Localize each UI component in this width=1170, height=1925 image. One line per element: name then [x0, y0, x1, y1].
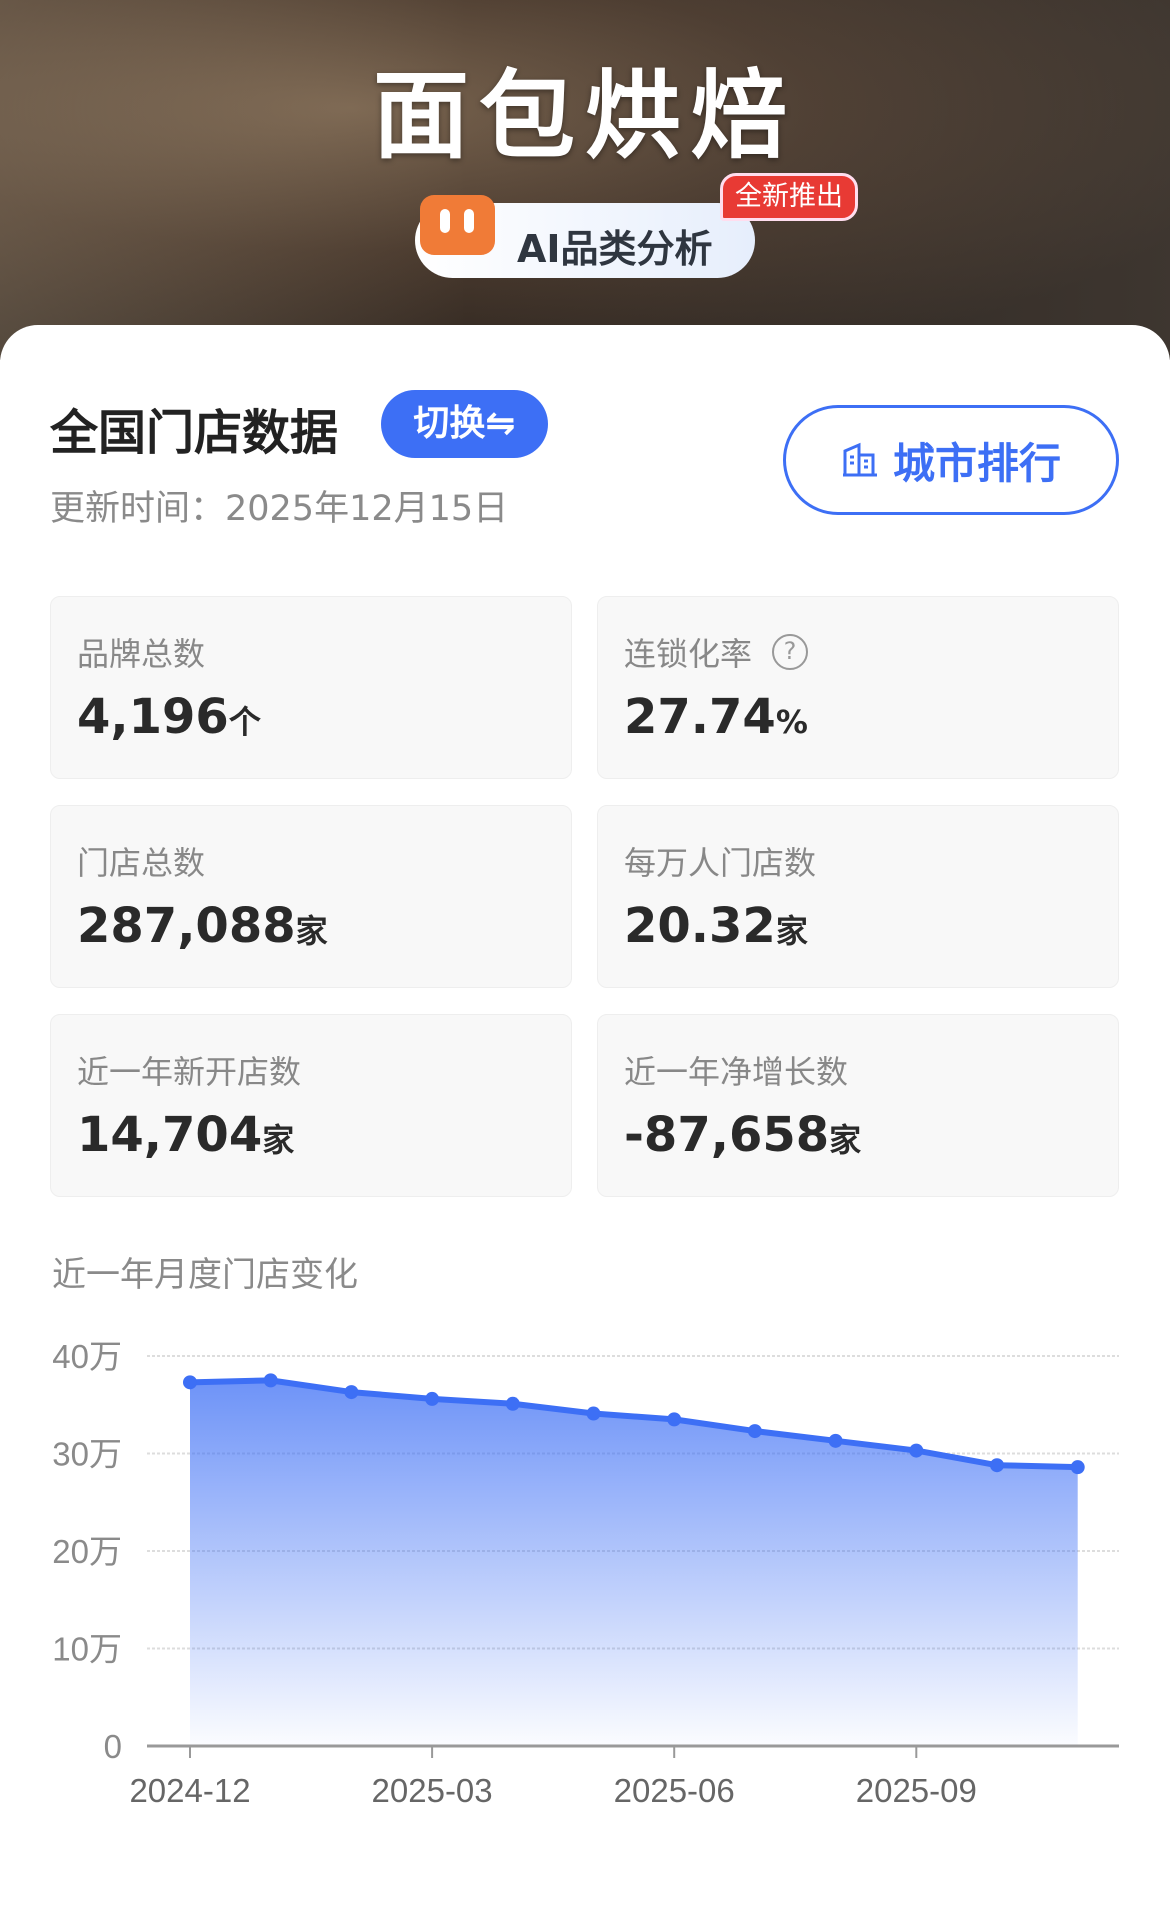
- y-tick-label: 30万: [52, 1436, 122, 1473]
- x-tick-label: 2025-03: [372, 1772, 493, 1809]
- stat-value: 4,196: [77, 689, 229, 745]
- y-tick-label: 10万: [52, 1631, 122, 1668]
- data-point: [586, 1406, 601, 1421]
- stat-store-count: 门店总数 287,088家: [50, 805, 572, 988]
- data-point: [909, 1443, 924, 1458]
- data-point: [344, 1385, 359, 1400]
- stat-unit: 个: [228, 703, 261, 741]
- stat-label: 近一年净增长数: [624, 1053, 849, 1091]
- stat-brand-count: 品牌总数 4,196个: [50, 596, 572, 779]
- hero-banner: [0, 0, 1170, 360]
- data-point: [263, 1373, 278, 1388]
- help-icon[interactable]: ?: [772, 634, 809, 670]
- series-line: [189, 1377, 1078, 1471]
- y-tick-label: 0: [104, 1728, 122, 1765]
- data-point: [747, 1424, 762, 1439]
- robot-mascot-icon: [420, 195, 495, 255]
- y-tick-label: 20万: [52, 1533, 122, 1570]
- stat-unit: 家: [775, 912, 808, 950]
- stat-label: 每万人门店数: [624, 844, 817, 882]
- new-badge: 全新推出: [720, 173, 858, 221]
- stat-unit: %: [775, 703, 808, 741]
- stat-unit: 家: [262, 1121, 295, 1159]
- x-tick-label: 2025-09: [856, 1772, 977, 1809]
- stat-chain-rate: 连锁化率? 27.74%: [597, 596, 1119, 779]
- data-point: [505, 1396, 520, 1411]
- x-tick-label: 2025-06: [614, 1772, 735, 1809]
- building-icon: [842, 442, 877, 477]
- stat-value: 287,088: [77, 898, 296, 954]
- stat-value: -87,658: [624, 1107, 830, 1163]
- data-point: [828, 1433, 843, 1448]
- stat-label: 连锁化率: [624, 635, 753, 673]
- switch-button[interactable]: 切换⇋: [381, 390, 548, 458]
- stat-new-stores: 近一年新开店数 14,704家: [50, 1014, 572, 1197]
- x-tick-label: 2024-12: [129, 1772, 250, 1809]
- stat-value: 27.74: [624, 689, 776, 745]
- update-time: 更新时间：2025年12月15日: [50, 489, 509, 529]
- city-rank-label: 城市排行: [892, 438, 1061, 488]
- hero-title: 面包烘焙: [373, 60, 797, 172]
- page-title: 全国门店数据: [50, 405, 339, 461]
- monthly-store-chart: 0 10万 20万 30万 40万 2024-12 2025-03 2025-06 2025-0…: [52, 1338, 1119, 1809]
- stat-unit: 家: [829, 1121, 862, 1159]
- data-point: [1070, 1460, 1085, 1475]
- city-rank-button[interactable]: 城市排行: [783, 405, 1119, 515]
- stat-unit: 家: [295, 912, 328, 950]
- y-tick-label: 40万: [52, 1338, 122, 1375]
- data-point: [183, 1375, 197, 1390]
- stat-value: 14,704: [77, 1107, 263, 1163]
- data-point: [990, 1458, 1004, 1473]
- stat-label: 品牌总数: [77, 635, 206, 673]
- stat-label: 近一年新开店数: [77, 1053, 302, 1091]
- chart-title: 近一年月度门店变化: [52, 1255, 358, 1295]
- stat-label: 门店总数: [77, 844, 206, 882]
- stat-net-growth: 近一年净增长数 -87,658家: [597, 1014, 1119, 1197]
- ai-analysis-label: AI品类分析: [517, 227, 713, 271]
- stat-value: 20.32: [624, 898, 776, 954]
- data-point: [667, 1412, 682, 1427]
- stat-stores-per-10k: 每万人门店数 20.32家: [597, 805, 1119, 988]
- area-fill: [190, 1380, 1078, 1746]
- data-point: [425, 1391, 440, 1406]
